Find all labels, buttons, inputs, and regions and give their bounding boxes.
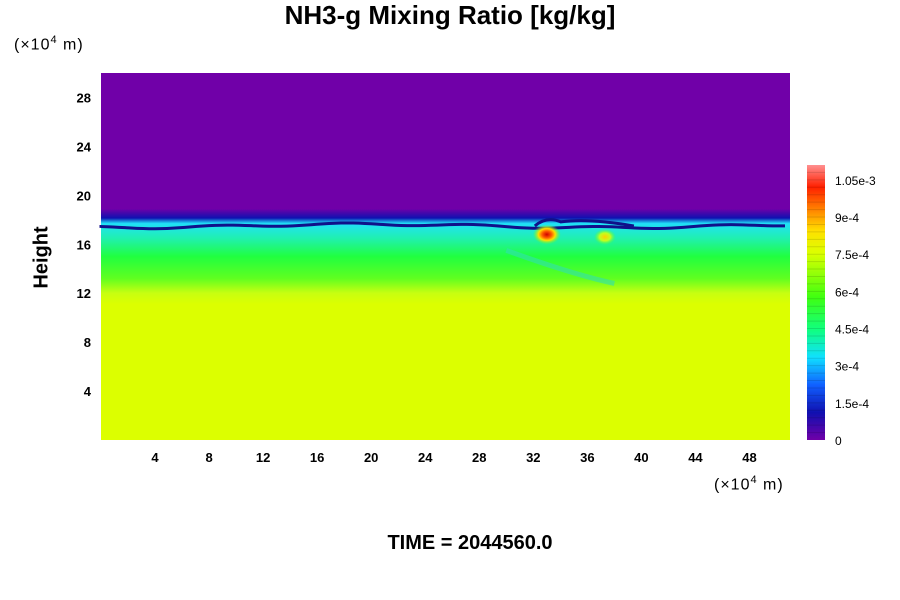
chart-title: NH3-g Mixing Ratio [kg/kg] [284,0,616,30]
x-tick-label: 24 [418,450,433,465]
x-tick-label: 28 [472,450,486,465]
x-tick-label: 4 [151,450,159,465]
colorbar-tick-label: 1.05e-3 [835,174,876,188]
turbulence-streak [505,248,615,286]
colorbar: 0 1.5e-4 3e-4 4.5e-4 6e-4 7.5e-4 9e-4 1.05e-3 [807,165,876,448]
colorbar-tick-label: 9e-4 [835,211,859,225]
y-tick-label: 24 [77,139,92,154]
colorbar-scale [807,165,825,440]
time-label: TIME = 2044560.0 [387,532,553,554]
y-tick-label: 16 [77,237,91,252]
local-maximum [532,224,561,245]
colorbar-tick-label: 1.5e-4 [835,397,869,411]
colorbar-tick-label: 7.5e-4 [835,248,869,262]
plot-area [99,73,790,440]
y-tick-label: 20 [77,188,91,203]
colorbar-tick-label: 3e-4 [835,360,859,374]
boundary-bump [533,218,635,228]
y-tick-label: 12 [77,286,91,301]
field-background [101,73,790,440]
secondary-maximum [593,228,616,245]
y-tick-label: 8 [84,335,91,350]
x-tick-label: 36 [580,450,594,465]
x-axis-ticks: 4 8 12 16 20 24 28 32 36 40 44 48 [151,450,756,465]
x-tick-label: 32 [526,450,540,465]
x-tick-label: 16 [310,450,324,465]
y-tick-label: 28 [77,90,91,105]
x-tick-label: 12 [256,450,270,465]
x-tick-label: 44 [688,450,703,465]
y-tick-label: 4 [84,384,92,399]
x-tick-label: 40 [634,450,648,465]
colorbar-tick-label: 0 [835,434,842,448]
x-tick-label: 8 [205,450,212,465]
colorbar-tick-label: 4.5e-4 [835,323,869,337]
x-tick-label: 48 [742,450,756,465]
layer-boundary [99,221,786,231]
y-unit-label: (×104 m) [14,34,84,54]
y-axis-ticks: 4 8 12 16 20 24 28 [77,90,92,399]
x-tick-label: 20 [364,450,378,465]
x-unit-label: (×104 m) [714,474,784,494]
colorbar-tick-label: 6e-4 [835,285,859,299]
